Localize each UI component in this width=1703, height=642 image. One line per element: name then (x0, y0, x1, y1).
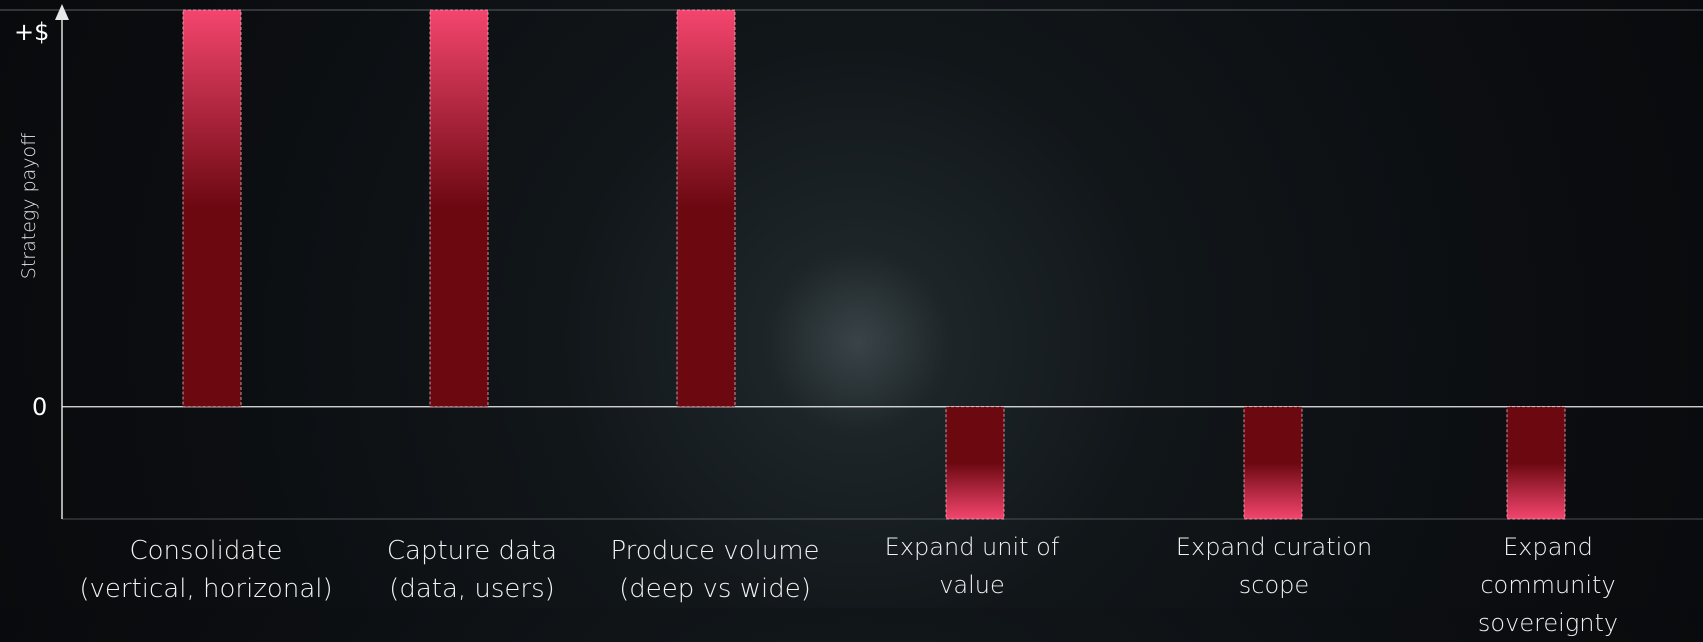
y-axis-label: Strategy payoff (18, 132, 40, 280)
x-tick-label: Expand community sovereignty (1477, 533, 1619, 637)
x-tick-label: Consolidate (vertical, horizonal) (79, 536, 333, 604)
bar (182, 9, 242, 408)
x-tick-label: Expand curation scope (1175, 533, 1373, 599)
x-tick-label: Expand unit of value (884, 533, 1060, 599)
bar (1506, 406, 1566, 520)
y-tick-label: 0 (32, 392, 48, 421)
bar (1243, 406, 1303, 520)
axis-arrow (55, 4, 69, 20)
y-tick-label: +$ (14, 18, 50, 47)
x-tick-label: Capture data (data, users) (386, 536, 558, 604)
bar (429, 9, 489, 408)
bar (945, 406, 1005, 520)
bar (676, 9, 736, 408)
x-tick-label: Produce volume (deep vs wide) (610, 536, 820, 604)
chart (0, 4, 1703, 520)
